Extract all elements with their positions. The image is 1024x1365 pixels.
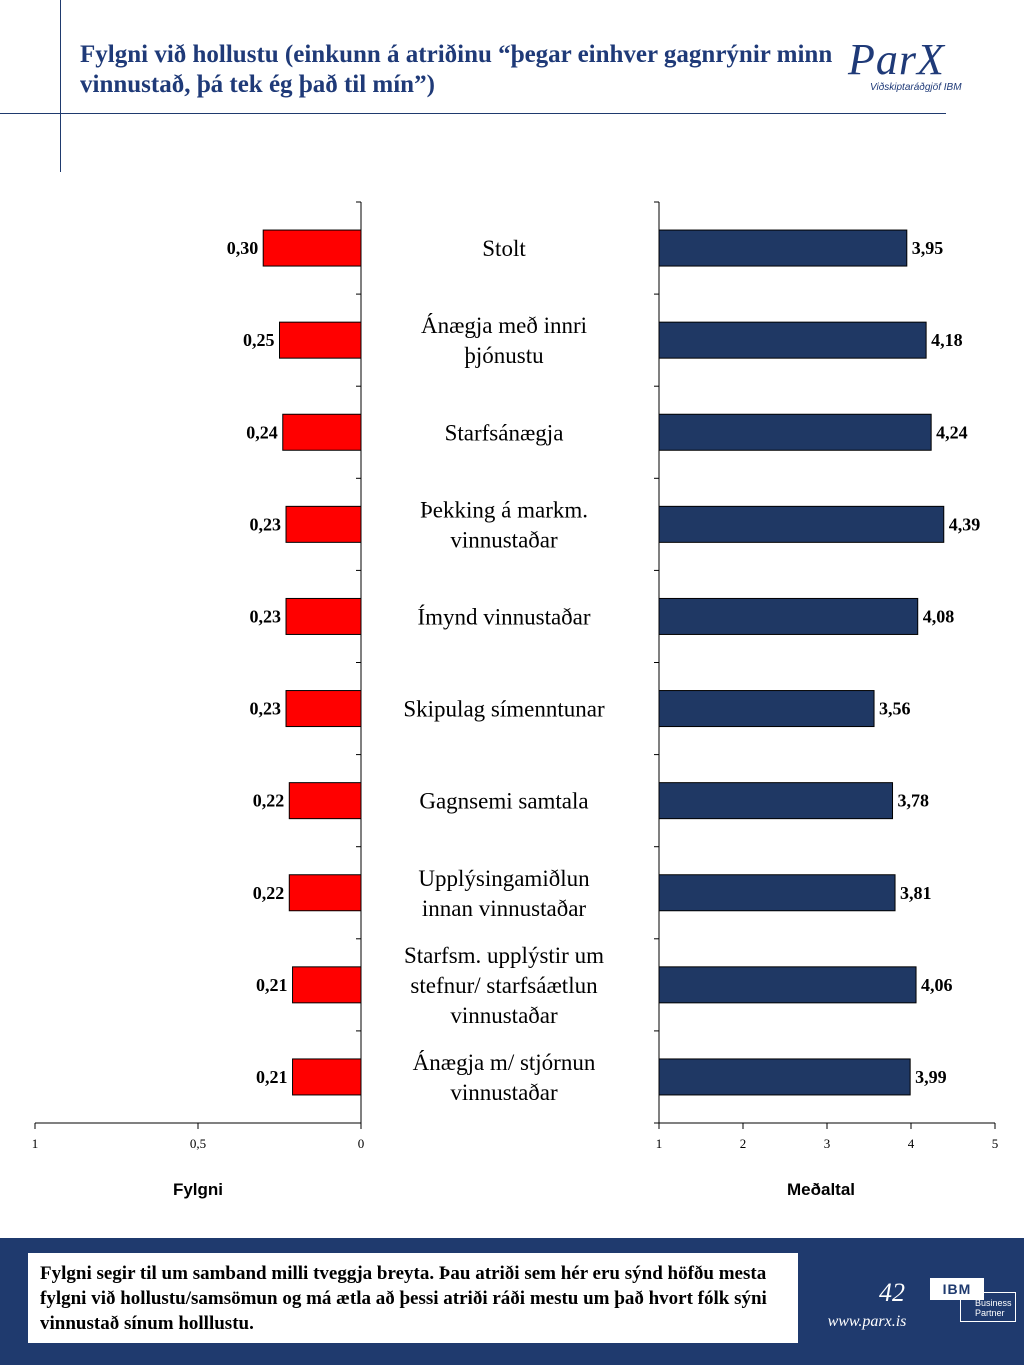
right-data-label: 3,78 [898,791,930,811]
logo-text: ParX [848,35,945,84]
right-bar [658,229,908,267]
category-label: Þekking á markm. [420,497,588,522]
right-bar [658,966,917,1004]
category-label: vinnustaðar [450,1080,558,1105]
left-data-label: 0,23 [250,699,282,719]
right-bar [658,1058,911,1096]
left-bar [279,321,362,359]
left-bar [285,505,362,543]
frame-vertical-line [60,0,61,172]
left-bar [282,413,362,451]
category-label: vinnustaðar [450,1003,558,1028]
left-bar [288,874,362,912]
left-bar [262,229,362,267]
right-bar [658,413,932,451]
ibm-logo-text: IBM [930,1278,984,1300]
category-label: Starfsánægja [445,420,564,445]
ibm-partner-logo: Business Partner IBM [930,1278,1016,1322]
left-data-label: 0,21 [256,975,288,995]
right-x-tick-label: 2 [740,1136,747,1151]
parx-logo: ParX Viðskiptaráðgjöf IBM [848,38,988,108]
right-data-label: 4,06 [921,975,953,995]
right-data-label: 3,56 [879,699,911,719]
left-data-label: 0,22 [253,791,285,811]
right-bar [658,321,927,359]
right-data-label: 3,95 [912,238,944,258]
right-data-label: 3,99 [915,1067,947,1087]
left-data-label: 0,25 [243,330,275,350]
left-x-tick-label: 0 [358,1136,365,1151]
frame-horizontal-line [0,113,946,114]
right-data-label: 4,39 [949,514,981,534]
left-data-label: 0,22 [253,883,285,903]
chart: 1 0,5 0 Fylgni 0,30 0,25 0,24 0,23 0,23 0,23 0,22 0… [32,201,999,1199]
category-label: þjónustu [464,343,544,368]
category-label: Gagnsemi samtala [419,789,588,814]
category-label: Ímynd vinnustaðar [417,604,590,629]
right-data-label: 3,81 [900,883,932,903]
left-x-tick-label: 0,5 [190,1136,206,1151]
right-x-tick-label: 4 [908,1136,915,1151]
left-bar [288,782,362,820]
page-title: Fylgni við hollustu (einkunn á atriðinu … [80,41,833,98]
left-data-label: 0,30 [227,238,259,258]
category-label: Starfsm. upplýstir um [404,943,604,968]
right-x-tick-label: 5 [992,1136,999,1151]
website-link[interactable]: www.parx.is [827,1313,907,1330]
left-bar [285,690,362,728]
right-axis-label: Meðaltal [787,1180,855,1199]
category-label: Skipulag símenntunar [403,697,605,722]
right-bar [658,597,919,635]
category-label: Ánægja m/ stjórnun [413,1050,596,1075]
right-x-tick-label: 1 [656,1136,663,1151]
category-label: Upplýsingamiðlun [418,866,590,891]
left-x-tick-label: 1 [32,1136,39,1151]
category-label: vinnustaðar [450,527,558,552]
right-data-label: 4,18 [931,330,963,350]
right-data-label: 4,08 [923,606,955,626]
left-axis-label: Fylgni [173,1180,223,1199]
category-label: innan vinnustaðar [422,896,586,921]
category-label: Ánægja með innri [421,313,587,338]
page-number: 42 [879,1278,905,1307]
right-bar [658,874,896,912]
left-bar [292,1058,362,1096]
left-bar [285,597,362,635]
right-bar [658,505,945,543]
right-bar [658,782,894,820]
category-label: Stolt [482,236,526,261]
left-data-label: 0,21 [256,1067,288,1087]
category-label: stefnur/ starfsáætlun [410,973,598,998]
right-data-label: 4,24 [936,422,968,442]
left-data-label: 0,23 [250,606,282,626]
left-data-label: 0,24 [246,422,278,442]
ibm-partner-text: Business Partner [960,1292,1016,1322]
right-bar [658,690,875,728]
left-data-label: 0,23 [250,514,282,534]
footer-note: Fylgni segir til um samband milli tveggj… [28,1253,798,1343]
logo-subtitle: Viðskiptaráðgjöf IBM [870,82,962,93]
left-bar [292,966,362,1004]
right-x-tick-label: 3 [824,1136,831,1151]
